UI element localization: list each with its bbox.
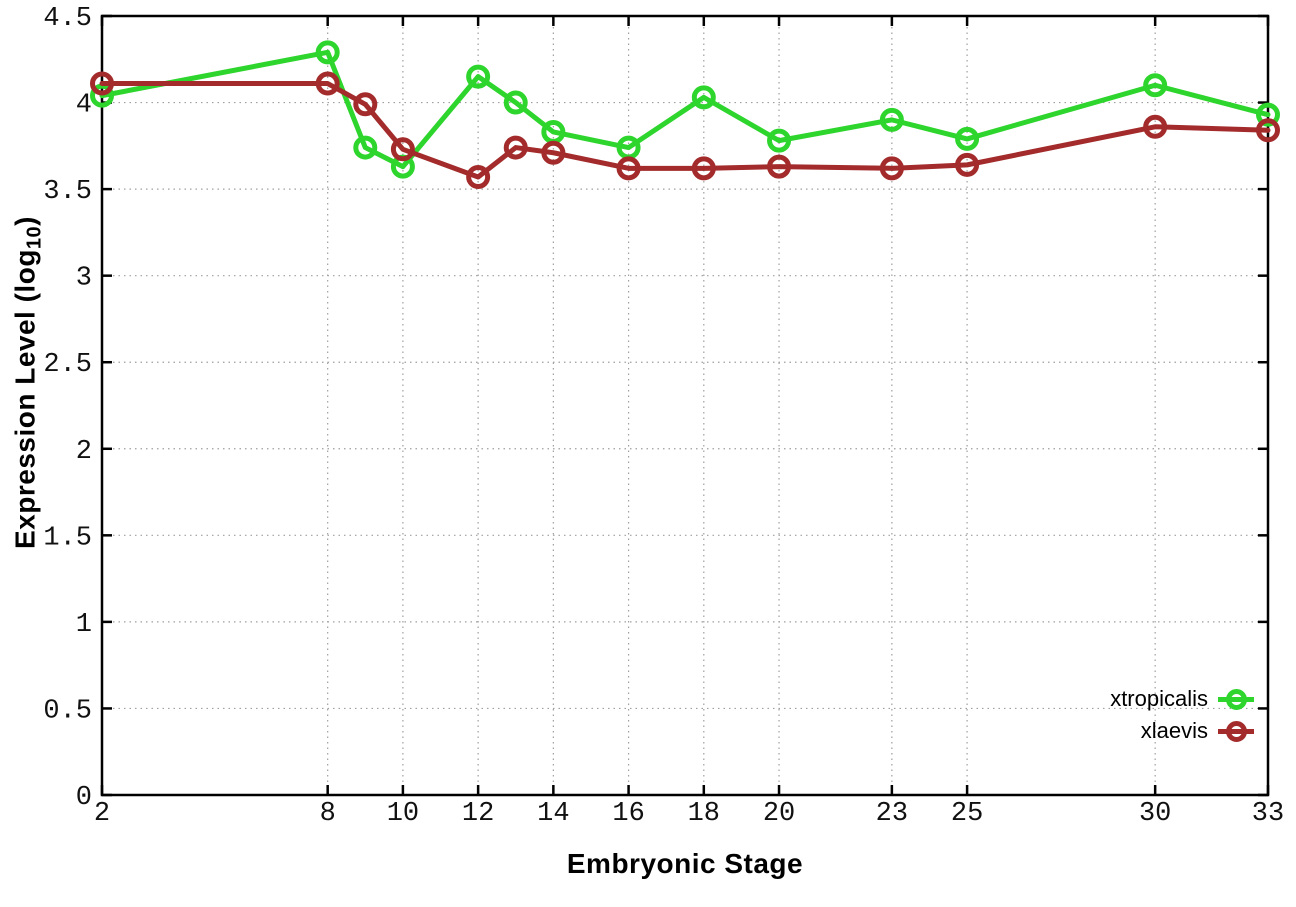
legend-item-xtropicalis: xtropicalis (1110, 685, 1254, 712)
data-point-marker-xtropicalis (503, 90, 528, 115)
legend-label-xtropicalis: xtropicalis (1110, 686, 1208, 711)
legend-circle-sample (1226, 688, 1247, 710)
y-tick-label: 4.5 (43, 4, 92, 34)
x-tick-label: 23 (876, 799, 908, 829)
line-circle-marker-icon (1218, 719, 1254, 743)
x-tick-label: 14 (537, 799, 569, 829)
y-axis-title-subscript: 10 (23, 225, 46, 250)
legend-item-xlaevis: xlaevis (1141, 717, 1254, 744)
data-point-marker-xtropicalis (691, 85, 716, 110)
data-point-marker-xtropicalis (353, 135, 378, 160)
y-axis-title: Expression Level (log10) (10, 0, 47, 783)
data-point-marker-xlaevis (466, 164, 491, 189)
y-axis-title-text: Expression Level (log (9, 249, 41, 549)
legend-circle-sample (1226, 720, 1247, 742)
data-point-marker-xlaevis (90, 71, 114, 96)
data-point-marker-xtropicalis (1256, 102, 1280, 127)
data-point-marker-xtropicalis (879, 107, 904, 132)
y-tick-label: 0.5 (43, 696, 92, 726)
y-tick-label: 2.5 (43, 350, 92, 380)
y-tick-label: 2 (76, 437, 92, 467)
data-point-marker-xtropicalis (315, 40, 340, 65)
data-point-marker-xlaevis (767, 154, 792, 179)
y-tick-label: 3 (76, 264, 92, 294)
y-tick-label: 0 (76, 783, 92, 813)
data-point-marker-xtropicalis (1143, 73, 1168, 98)
data-point-marker-xlaevis (1143, 114, 1168, 139)
series-line-xtropicalis (99, 49, 1271, 170)
y-tick-label: 1.5 (43, 523, 92, 553)
data-point-marker-xtropicalis (955, 126, 980, 151)
data-point-marker-xtropicalis (90, 83, 114, 108)
x-tick-label: 33 (1252, 799, 1284, 829)
data-point-marker-xtropicalis (466, 64, 491, 89)
x-tick-label: 18 (688, 799, 720, 829)
data-point-marker-xlaevis (353, 92, 378, 117)
x-tick-label: 30 (1139, 799, 1171, 829)
x-axis-title: Embryonic Stage (566, 848, 804, 879)
x-tick-label: 2 (94, 799, 110, 829)
x-tick-label: 12 (462, 799, 494, 829)
data-point-marker-xlaevis (541, 140, 566, 165)
data-point-marker-xlaevis (691, 156, 716, 181)
x-tick-label: 16 (612, 799, 644, 829)
x-tick-label: 25 (951, 799, 983, 829)
series-line-xlaevis (99, 81, 1271, 180)
data-point-marker-xlaevis (390, 137, 415, 162)
legend: xtropicalis xlaevis (1110, 685, 1254, 744)
data-point-marker-xlaevis (616, 156, 641, 181)
data-point-marker-xtropicalis (767, 128, 792, 153)
data-point-marker-xlaevis (503, 135, 528, 160)
y-axis-title-close: ) (9, 216, 41, 226)
plot-border (100, 14, 1270, 797)
data-point-marker-xlaevis (955, 152, 980, 177)
y-tick-label: 4 (76, 91, 92, 121)
x-tick-label: 20 (763, 799, 795, 829)
y-tick-label: 3.5 (43, 177, 92, 207)
legend-label-xlaevis: xlaevis (1140, 718, 1208, 743)
data-point-marker-xlaevis (1256, 118, 1280, 143)
line-circle-marker-icon (1218, 687, 1254, 711)
x-tick-label: 10 (387, 799, 419, 829)
data-point-marker-xlaevis (315, 71, 340, 96)
x-tick-label: 8 (320, 799, 336, 829)
y-tick-label: 1 (76, 610, 92, 640)
data-point-marker-xlaevis (879, 156, 904, 181)
